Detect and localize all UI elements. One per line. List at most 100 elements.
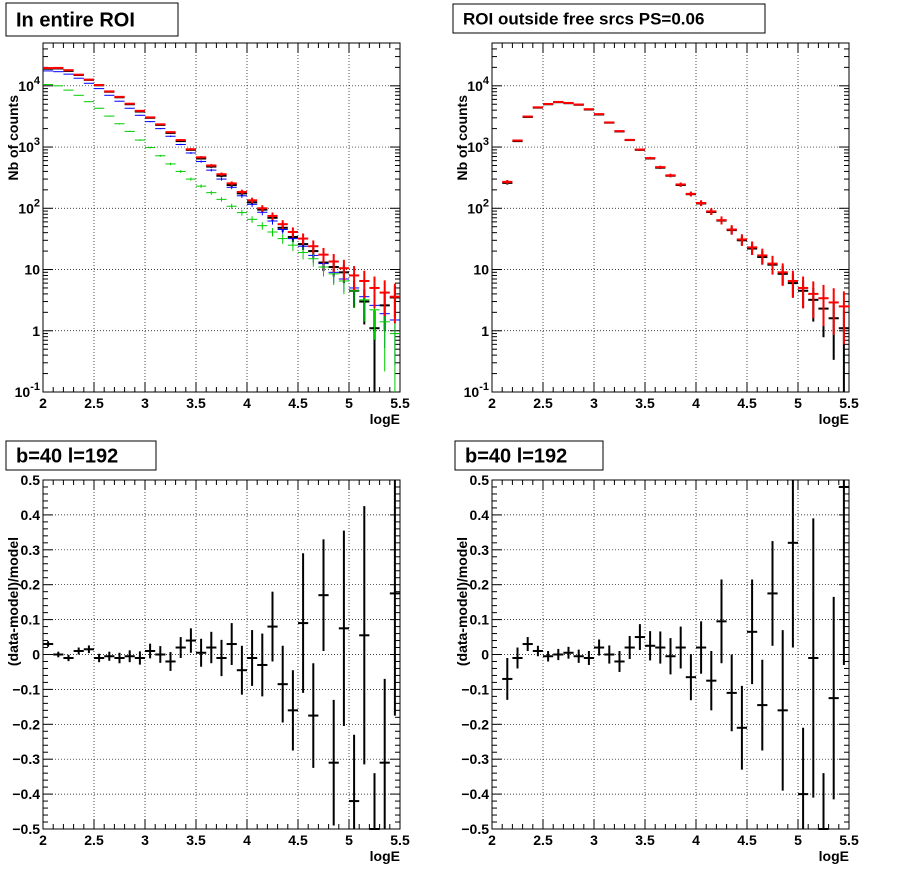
x-tick-label: 3 — [590, 832, 598, 848]
data-point — [196, 638, 207, 667]
data-point — [583, 108, 594, 111]
data-point — [298, 233, 309, 245]
data-point — [155, 154, 166, 157]
data-point — [787, 480, 798, 648]
y-axis-title: Nb of counts — [454, 95, 470, 181]
chart-title: b=40 l=192 — [16, 446, 118, 468]
y-axis-title: (data-model)/model — [5, 537, 21, 666]
series-1 — [502, 480, 849, 830]
x-tick-label: 2 — [488, 832, 496, 848]
data-point — [757, 248, 768, 265]
data-point — [53, 651, 64, 658]
data-point — [43, 84, 54, 86]
title-box — [454, 440, 604, 471]
data-point — [83, 78, 94, 81]
y-tick-label: 0 — [481, 647, 489, 663]
data-point — [277, 234, 288, 244]
chart-panel-1: 2 2.5 3 3.5 4 4.5 5 5.5 10-1 1 10 102 103 104 logE Nb o… — [5, 2, 410, 427]
data-point — [94, 84, 105, 87]
y-axis-title: Nb of counts — [5, 95, 21, 181]
data-point — [665, 173, 676, 178]
data-point — [114, 652, 125, 664]
data-point — [818, 773, 829, 830]
data-point — [543, 102, 554, 105]
data-point — [512, 647, 523, 669]
x-tick-label: 4.5 — [288, 395, 308, 411]
data-point — [522, 637, 533, 652]
data-point — [73, 73, 84, 76]
data-point — [787, 270, 798, 298]
data-point — [63, 89, 74, 91]
data-point — [257, 222, 268, 230]
x-tick-label: 5 — [794, 832, 802, 848]
series-1 — [43, 67, 400, 392]
y-tick-label: 102 — [18, 197, 40, 216]
data-point — [267, 228, 278, 237]
data-point — [624, 138, 635, 141]
data-point — [145, 116, 156, 119]
data-point — [155, 128, 166, 130]
y-tick-label: 0.2 — [470, 577, 490, 593]
data-point — [216, 639, 227, 677]
data-point — [308, 240, 319, 254]
data-point — [328, 254, 339, 273]
data-point — [369, 276, 380, 309]
data-point — [624, 636, 635, 660]
data-point — [155, 123, 166, 126]
y-axis-title: (data-model)/model — [454, 537, 470, 666]
data-point — [104, 90, 115, 93]
data-point — [155, 646, 166, 663]
data-point — [655, 165, 666, 169]
data-point — [226, 203, 237, 209]
y-tick-label: 104 — [467, 75, 490, 94]
data-point — [747, 579, 758, 685]
y-tick-label: −0.4 — [12, 786, 40, 802]
x-tick-label: 4.5 — [737, 832, 757, 848]
data-point — [747, 241, 758, 256]
data-point — [318, 539, 329, 652]
title-box — [5, 2, 179, 37]
data-point — [226, 181, 237, 186]
data-point — [114, 95, 125, 98]
data-point — [716, 216, 727, 225]
y-tick-label: 10 — [473, 262, 489, 278]
data-point — [563, 646, 574, 659]
data-point — [696, 200, 707, 207]
data-point — [247, 630, 258, 686]
data-point — [267, 212, 278, 220]
y-tick-label: 1 — [481, 323, 489, 339]
data-point — [257, 205, 268, 212]
y-tick-label: −0.2 — [12, 716, 40, 732]
y-tick-label: −0.3 — [461, 751, 489, 767]
x-tick-label: 5.5 — [390, 395, 410, 411]
data-point — [287, 227, 298, 238]
plot-frame — [491, 42, 850, 393]
x-tick-label: 2.5 — [533, 395, 553, 411]
series-3 — [43, 84, 400, 392]
chart-title: In entire ROI — [16, 10, 135, 32]
data-point — [726, 654, 737, 732]
data-point — [726, 225, 737, 235]
data-point — [594, 113, 605, 116]
y-tick-label: 103 — [467, 136, 489, 155]
data-point — [645, 156, 656, 160]
data-point — [512, 139, 523, 142]
y-tick-label: −0.4 — [461, 786, 489, 802]
y-tick-label: 102 — [467, 197, 489, 216]
data-point — [532, 106, 543, 109]
y-tick-label: −0.1 — [461, 681, 489, 697]
data-point — [175, 170, 186, 173]
y-tick-label: 0.2 — [21, 577, 41, 593]
data-point — [777, 630, 788, 791]
y-tick-label: 0.5 — [21, 472, 41, 488]
series-1 — [502, 101, 849, 392]
data-point — [73, 94, 84, 96]
x-tick-label: 5 — [794, 395, 802, 411]
data-point — [124, 650, 135, 663]
data-point — [185, 628, 196, 653]
data-point — [175, 143, 186, 146]
data-point — [604, 645, 615, 664]
x-tick-label: 5 — [345, 395, 353, 411]
data-point — [145, 643, 156, 659]
